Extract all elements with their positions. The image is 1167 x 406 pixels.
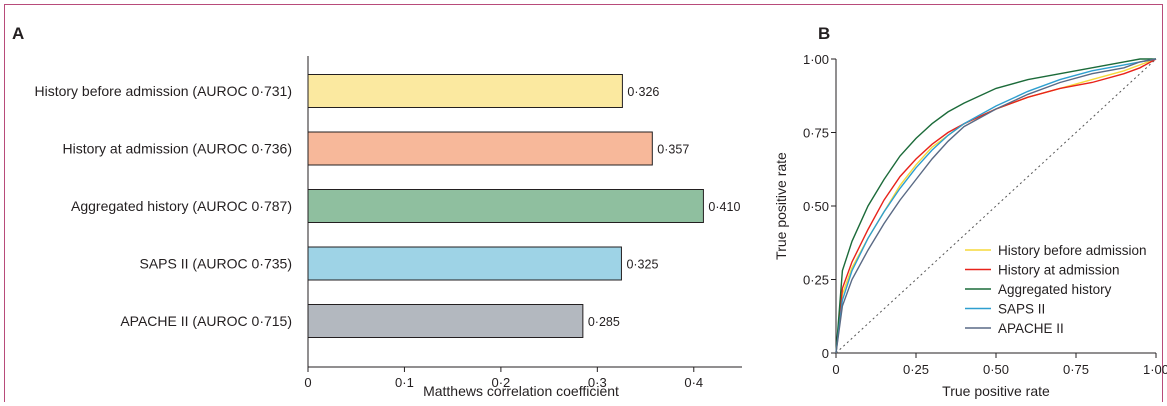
x-tick-label: 0·4: [684, 375, 703, 390]
x-tick-label: 0·3: [588, 375, 607, 390]
bar: [307, 74, 623, 108]
category-label: APACHE II (AUROC 0·715): [120, 313, 292, 329]
legend-label: APACHE II: [998, 321, 1064, 336]
bar: [307, 131, 653, 166]
legend-label: History at admission: [998, 263, 1120, 278]
bar-chart-mcc: History before admission (AUROC 0·731) 0·…: [34, 56, 742, 399]
x-tick-label: 0: [304, 375, 311, 390]
roc-line-series: [835, 58, 1156, 354]
x-axis-label: Matthews correlation coefficient: [423, 383, 619, 399]
x-tick-label: 0·75: [1063, 362, 1089, 377]
roc-line-series: [835, 58, 1157, 354]
x-tick-label: 0·1: [395, 375, 414, 390]
roc-line-series: [835, 58, 1157, 354]
category-label: SAPS II (AUROC 0·735): [140, 256, 293, 272]
category-label: History before admission (AUROC 0·731): [34, 83, 292, 99]
y-tick-label: 0·75: [803, 126, 829, 141]
x-tick-label: 0·50: [983, 362, 1009, 377]
y-tick-label: 1·00: [803, 52, 829, 67]
diagonal-reference-line: [835, 58, 1157, 354]
bar: [307, 246, 622, 281]
category-label: Aggregated history (AUROC 0·787): [71, 198, 292, 214]
x-tick-label: 0·25: [903, 362, 929, 377]
y-tick-label: 0·50: [803, 199, 829, 214]
roc-line-series: [835, 58, 1157, 354]
y-tick-label: 0: [822, 346, 829, 361]
x-tick-label: 1·00: [1143, 362, 1167, 377]
value-label: 0·285: [588, 315, 620, 329]
x-tick-label: 0·2: [491, 375, 510, 390]
figure-frame: [4, 4, 1163, 402]
value-label: 0·357: [657, 143, 689, 157]
panel-b-label: B: [818, 24, 831, 43]
y-axis-label: True positive rate: [773, 152, 789, 260]
panel-a-label: A: [12, 24, 25, 43]
legend-label: History before admission: [998, 243, 1147, 258]
legend-label: Aggregated history: [998, 282, 1112, 297]
bar: [307, 304, 584, 338]
x-axis-label: True positive rate: [942, 383, 1050, 399]
value-label: 0·410: [708, 200, 740, 214]
y-tick-label: 0·25: [803, 273, 829, 288]
x-tick-label: 0: [832, 362, 839, 377]
bar: [307, 189, 704, 223]
value-label: 0·326: [627, 85, 659, 99]
value-label: 0·325: [626, 258, 658, 272]
category-label: History at admission (AUROC 0·736): [62, 141, 292, 157]
legend-label: SAPS II: [998, 302, 1045, 317]
